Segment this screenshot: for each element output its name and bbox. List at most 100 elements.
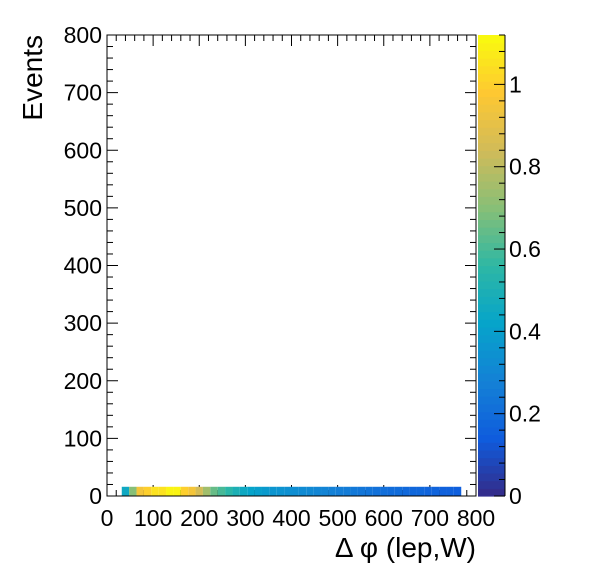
colorbar-segment bbox=[478, 158, 505, 166]
colorbar-segment bbox=[478, 58, 505, 66]
colorbar-segment bbox=[478, 266, 505, 274]
heatmap-bin bbox=[166, 487, 173, 496]
heatmap-bin bbox=[439, 487, 446, 496]
plot-frame bbox=[107, 35, 476, 496]
x-axis-title: Δ φ (lep,W) bbox=[335, 532, 476, 563]
heatmap-bin bbox=[151, 487, 158, 496]
x-tick-label: 200 bbox=[180, 505, 218, 531]
colorbar-segment bbox=[478, 450, 505, 458]
heatmap-bin bbox=[314, 487, 321, 496]
y-tick-label: 500 bbox=[64, 195, 102, 221]
heatmap-bin bbox=[218, 487, 225, 496]
colorbar-segment bbox=[478, 112, 505, 120]
y-tick-label: 400 bbox=[64, 253, 102, 279]
heatmap-bin bbox=[387, 487, 394, 496]
heatmap-bin bbox=[380, 487, 387, 496]
heatmap-bin bbox=[129, 487, 136, 496]
heatmap-bins bbox=[122, 487, 461, 496]
heatmap-bin bbox=[225, 487, 232, 496]
heatmap-bin bbox=[343, 487, 350, 496]
y-tick-label: 200 bbox=[64, 368, 102, 394]
colorbar-segment bbox=[478, 404, 505, 412]
colorbar-segment bbox=[478, 419, 505, 427]
x-tick-label: 300 bbox=[226, 505, 264, 531]
colorbar-segment bbox=[478, 435, 505, 443]
heatmap-bin bbox=[432, 487, 439, 496]
x-tick-label: 700 bbox=[411, 505, 449, 531]
heatmap-bin bbox=[351, 487, 358, 496]
colorbar-segment bbox=[478, 481, 505, 489]
colorbar-tick-label: 0.8 bbox=[509, 154, 541, 180]
heatmap-bin bbox=[454, 487, 461, 496]
heatmap-bin bbox=[255, 487, 262, 496]
colorbar-segment bbox=[478, 388, 505, 396]
colorbar-segment bbox=[478, 381, 505, 389]
colorbar-segment bbox=[478, 289, 505, 297]
colorbar-segment bbox=[478, 465, 505, 473]
colorbar-segment bbox=[478, 150, 505, 158]
colorbar-segment bbox=[478, 350, 505, 358]
colorbar-segment bbox=[478, 120, 505, 128]
heatmap-bin bbox=[262, 487, 269, 496]
colorbar-segment bbox=[478, 81, 505, 89]
heatmap-bin bbox=[203, 487, 210, 496]
colorbar-segment bbox=[478, 143, 505, 151]
tick-labels: 0 100 200 300 400 500 600 700 800 0 100 200 300 400 50… bbox=[64, 22, 542, 531]
heatmap-bin bbox=[188, 487, 195, 496]
colorbar-segment bbox=[478, 66, 505, 74]
heatmap-bin bbox=[446, 487, 453, 496]
colorbar-segment bbox=[478, 335, 505, 343]
colorbar-segment bbox=[478, 181, 505, 189]
y-tick-label: 0 bbox=[89, 483, 102, 509]
colorbar-tick-label: 1 bbox=[509, 71, 522, 97]
heatmap-bin bbox=[269, 487, 276, 496]
y-axis-title: Events bbox=[17, 35, 48, 121]
x-tick-label: 600 bbox=[365, 505, 403, 531]
heatmap-bin bbox=[328, 487, 335, 496]
colorbar-segment bbox=[478, 173, 505, 181]
colorbar-segment bbox=[478, 258, 505, 266]
colorbar-segment bbox=[478, 312, 505, 320]
heatmap-bin bbox=[336, 487, 343, 496]
heatmap-bin bbox=[306, 487, 313, 496]
colorbar-segment bbox=[478, 458, 505, 466]
colorbar-segment bbox=[478, 373, 505, 381]
colorbar-segment bbox=[478, 319, 505, 327]
heatmap-bin bbox=[365, 487, 372, 496]
heatmap-bin bbox=[417, 487, 424, 496]
colorbar-segment bbox=[478, 189, 505, 197]
colorbar-segment bbox=[478, 135, 505, 143]
heatmap-bin bbox=[210, 487, 217, 496]
colorbar-segment bbox=[478, 73, 505, 81]
heatmap-bin bbox=[373, 487, 380, 496]
tick-marks bbox=[107, 35, 476, 496]
y-tick-label: 800 bbox=[64, 22, 102, 48]
colorbar-segment bbox=[478, 304, 505, 312]
colorbar-segment bbox=[478, 35, 505, 43]
heatmap-bin bbox=[144, 487, 151, 496]
colorbar-segment bbox=[478, 273, 505, 281]
heatmap-bin bbox=[122, 487, 129, 496]
heatmap-bin bbox=[284, 487, 291, 496]
colorbar-segment bbox=[478, 227, 505, 235]
heatmap-bin bbox=[181, 487, 188, 496]
heatmap-bin bbox=[292, 487, 299, 496]
colorbar bbox=[478, 35, 505, 497]
heatmap-bin bbox=[196, 487, 203, 496]
colorbar-tick-label: 0.4 bbox=[509, 318, 541, 344]
colorbar-tick-label: 0.2 bbox=[509, 401, 541, 427]
x-tick-label: 800 bbox=[457, 505, 495, 531]
x-tick-label: 500 bbox=[318, 505, 356, 531]
colorbar-segment bbox=[478, 219, 505, 227]
y-tick-label: 300 bbox=[64, 310, 102, 336]
heatmap-bin bbox=[277, 487, 284, 496]
heatmap-bin bbox=[240, 487, 247, 496]
y-tick-label: 100 bbox=[64, 425, 102, 451]
colorbar-segment bbox=[478, 250, 505, 258]
colorbar-segment bbox=[478, 365, 505, 373]
colorbar-segment bbox=[478, 235, 505, 243]
colorbar-tick-label: 0.6 bbox=[509, 236, 541, 262]
x-tick-label: 100 bbox=[134, 505, 172, 531]
colorbar-segment bbox=[478, 196, 505, 204]
